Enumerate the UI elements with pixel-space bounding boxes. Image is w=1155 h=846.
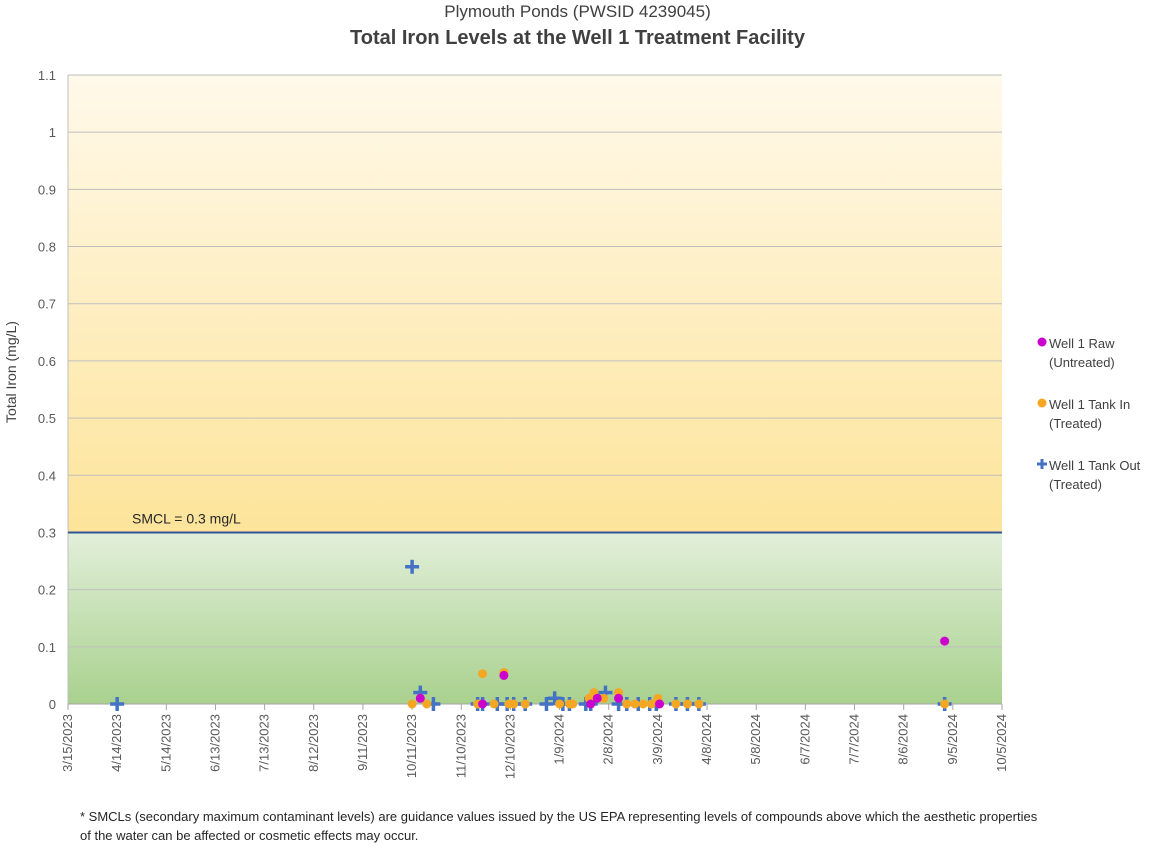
legend-marker-icon [1037,398,1047,408]
tank-in-point [630,699,640,709]
x-tick-label: 3/15/2023 [60,714,75,772]
tank-in-point [489,699,499,709]
tank-in-point [638,699,648,709]
tank-in-point [682,699,692,709]
tank-in-point [407,699,417,709]
tank-in-point [694,699,704,709]
raw-point [614,693,624,703]
x-tick-label: 9/11/2023 [355,714,370,771]
legend-label: (Treated) [1049,477,1102,492]
tank-in-point [478,669,488,679]
legend-label: Well 1 Tank Out [1049,458,1141,473]
y-tick-label: 0.3 [38,525,56,540]
y-axis-label: Total Iron (mg/L) [3,321,19,423]
y-tick-label: 0.2 [38,583,56,598]
x-tick-label: 2/8/2024 [601,714,616,765]
x-tick-label: 6/13/2023 [207,714,222,772]
y-tick-label: 1 [49,125,56,140]
x-tick-label: 8/6/2024 [896,714,911,765]
y-tick-label: 1.1 [38,68,56,83]
footnote: * SMCLs (secondary maximum contaminant l… [80,809,1038,843]
x-tick-label: 1/9/2024 [552,714,567,765]
tank-in-point [568,699,578,709]
legend-marker-icon [1037,459,1047,469]
x-tick-label: 12/10/2023 [502,714,517,779]
x-tick-label: 3/9/2024 [650,714,665,765]
smcl-label: SMCL = 0.3 mg/L [132,510,241,526]
x-tick-label: 11/10/2023 [453,714,468,778]
tank-in-point [646,699,656,709]
y-tick-label: 0.5 [38,411,56,426]
legend-label: (Treated) [1049,416,1102,431]
x-tick-label: 4/14/2023 [109,714,124,772]
legend-item-tank-out: Well 1 Tank Out (Treated) [1036,456,1155,494]
tank-in-point [555,699,565,709]
tank-in-point [940,699,950,709]
raw-point [586,699,596,709]
x-tick-label: 10/5/2024 [994,714,1009,772]
x-tick-label: 5/14/2023 [158,714,173,772]
legend-label: (Untreated) [1049,355,1115,370]
raw-point [940,636,950,646]
y-tick-label: 0.9 [38,182,56,197]
legend-item-raw: Well 1 Raw (Untreated) [1036,334,1155,372]
tank-in-point [422,699,432,709]
raw-point [415,693,425,703]
legend-marker-icon [1037,337,1047,347]
raw-point [592,693,602,703]
tank-out-point [539,697,554,711]
chart-subtitle: Plymouth Ponds (PWSID 4239045) [444,2,711,21]
x-tick-label: 6/7/2024 [797,714,812,765]
y-tick-label: 0.4 [38,468,56,483]
x-tick-label: 8/12/2023 [306,714,321,772]
tank-in-point [622,699,632,709]
raw-point [478,699,488,709]
raw-point [655,699,665,709]
legend: Well 1 Raw (Untreated) Well 1 Tank In (Trea… [1036,334,1155,517]
y-tick-label: 0.8 [38,240,56,255]
legend-label: Well 1 Tank In [1049,397,1131,412]
y-tick-label: 0.7 [38,297,56,312]
tank-in-point [509,699,519,709]
x-tick-label: 10/11/2023 [404,714,419,778]
chart-title: Total Iron Levels at the Well 1 Treatmen… [350,27,805,49]
legend-label: Well 1 Raw [1049,336,1115,351]
y-tick-label: 0.1 [38,640,56,655]
tank-out-point [405,559,420,574]
tank-in-point [599,693,609,703]
raw-point [499,670,509,680]
tank-out-point [110,697,125,711]
legend-item-tank-in: Well 1 Tank In (Treated) [1036,395,1155,433]
tank-out-point [547,691,562,706]
x-tick-label: 7/7/2024 [847,714,862,765]
x-tick-label: 7/13/2023 [257,714,272,772]
tank-in-point [671,699,681,709]
x-tick-label: 9/5/2024 [945,714,960,765]
y-tick-label: 0.6 [38,354,56,369]
tank-in-point [520,699,530,709]
x-tick-label: 5/8/2024 [748,714,763,765]
background-band [68,532,1002,704]
x-tick-label: 4/8/2024 [699,714,714,765]
y-tick-label: 0 [49,697,56,712]
